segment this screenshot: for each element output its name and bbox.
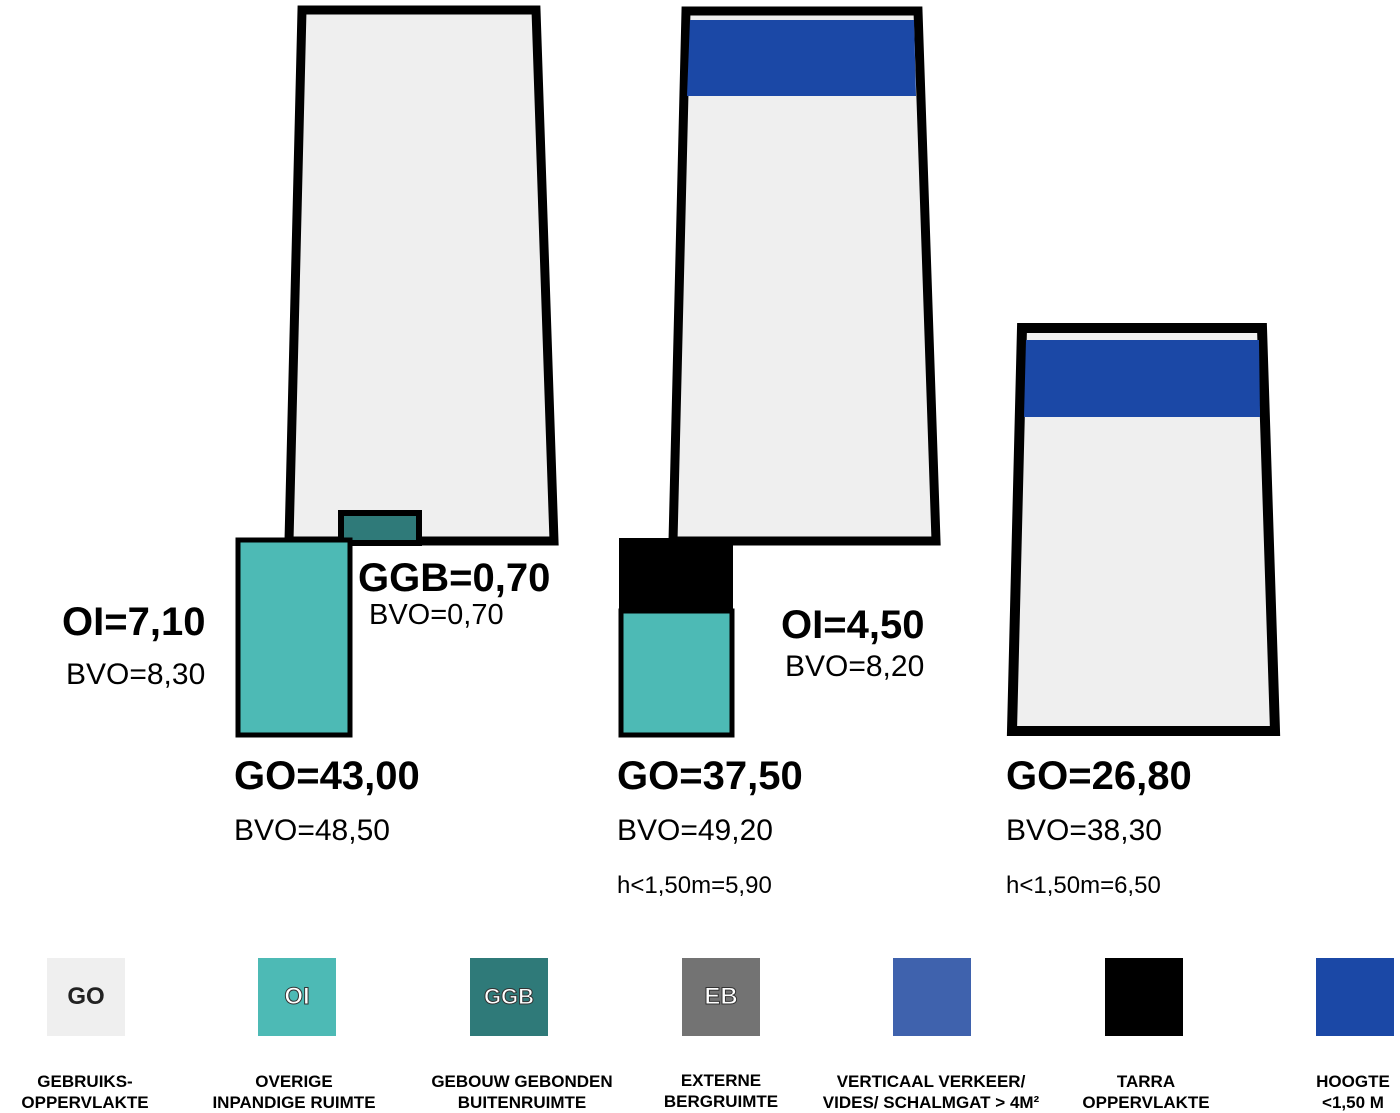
legend-label-tarra-line1: TARRA: [1116, 1072, 1176, 1091]
legend-swatch-tarra: [1105, 958, 1183, 1036]
unit2-go-bvo: BVO=49,20: [617, 814, 773, 847]
legend-swatch-ggb: GGB: [470, 958, 548, 1036]
unit1-oi-title: OI=7,10: [62, 600, 206, 644]
legend-label-verkeer-line1: VERTICAAL VERKEER/: [836, 1072, 1026, 1091]
legend-label-oi-line1: OVERIGE: [255, 1072, 333, 1091]
unit1-ggb-bvo: BVO=0,70: [369, 599, 504, 631]
unit3-low-height: h<1,50m=6,50: [1006, 872, 1161, 899]
legend-label-eb-line2: BERGRUIMTE: [663, 1092, 779, 1111]
legend-swatch-eb: EB: [682, 958, 760, 1036]
unit2-oi-bvo: BVO=8,20: [785, 650, 925, 683]
legend-label-hoogte-line1: HOOGTE: [1316, 1072, 1390, 1091]
unit1-go-area: [284, 5, 559, 546]
unit2-oi-title: OI=4,50: [781, 603, 925, 647]
unit1-go-title: GO=43,00: [234, 754, 420, 798]
unit1-ggb-area: [338, 510, 422, 546]
unit2-oi-area: [618, 608, 735, 738]
unit3-go-bvo: BVO=38,30: [1006, 814, 1162, 847]
unit1-ggb-title: GGB=0,70: [358, 556, 551, 600]
unit3-go-area: [1006, 323, 1281, 736]
legend-label-go-line2: OPPERVLAKTE: [21, 1093, 149, 1112]
legend-label-go-line1: GEBRUIKS-: [37, 1072, 133, 1091]
legend-label-oi-line2: INPANDIGE RUIMTE: [212, 1093, 376, 1112]
legend-label-verkeer: VERTICAAL VERKEER/ VIDES/ SCHALMGAT > 4M…: [805, 1071, 1057, 1113]
legend-label-tarra-line2: OPPERVLAKTE: [1082, 1093, 1210, 1112]
legend-swatch-verkeer: [893, 958, 971, 1036]
legend-label-ggb-line2: BUITENRUIMTE: [457, 1093, 587, 1112]
legend-label-oi: OVERIGE INPANDIGE RUIMTE: [194, 1071, 394, 1113]
legend-label-tarra: TARRA OPPERVLAKTE: [1068, 1071, 1224, 1113]
unit3-low-height-band: [1024, 340, 1260, 417]
legend-swatch-oi: OI: [258, 958, 336, 1036]
unit1-oi-area: [235, 537, 353, 738]
legend-label-ggb-line1: GEBOUW GEBONDEN: [431, 1072, 613, 1091]
legend-label-hoogte-line2: <1,50 M: [1322, 1093, 1384, 1112]
legend-swatch-hoogte: [1316, 958, 1394, 1036]
floor-plan-diagram: [235, 5, 1281, 738]
legend-label-verkeer-line2: VIDES/ SCHALMGAT > 4M²: [822, 1093, 1040, 1112]
unit2-low-height-band: [687, 20, 916, 96]
unit3-go-title: GO=26,80: [1006, 754, 1192, 798]
legend-swatch-go: GO: [47, 958, 125, 1036]
unit2-low-height: h<1,50m=5,90: [617, 872, 772, 899]
unit2-go-area: [668, 6, 941, 546]
legend-label-ggb: GEBOUW GEBONDEN BUITENRUIMTE: [412, 1071, 632, 1113]
unit2-go-title: GO=37,50: [617, 754, 803, 798]
legend-label-eb-line1: EXTERNE: [680, 1071, 762, 1090]
unit1-oi-bvo: BVO=8,30: [66, 658, 206, 691]
legend-label-go: GEBRUIKS- OPPERVLAKTE: [5, 1071, 165, 1113]
legend-label-eb: EXTERNE BERGRUIMTE: [646, 1070, 796, 1112]
unit1-go-bvo: BVO=48,50: [234, 814, 390, 847]
legend-label-hoogte: HOOGTE <1,50 M: [1308, 1071, 1398, 1113]
unit2-tarra-area: [619, 538, 733, 614]
